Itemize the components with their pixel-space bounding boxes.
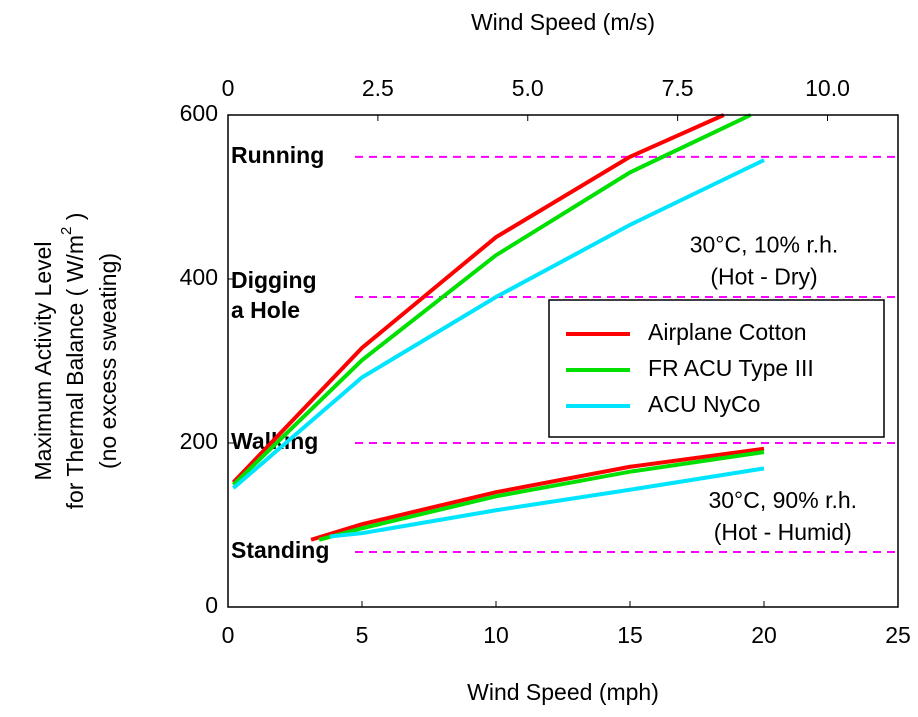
reference-label: Standing (231, 537, 329, 563)
x2-axis-title: Wind Speed (m/s) (471, 9, 655, 35)
reference-label: Running (231, 142, 324, 168)
y-tick-label: 200 (180, 428, 218, 454)
series-line (232, 158, 765, 539)
y-axis-title: for Thermal Balance ( W/m2 ) (58, 213, 88, 510)
series-line (231, 113, 765, 542)
x-tick-label: 15 (617, 622, 643, 648)
legend-label: FR ACU Type III (648, 355, 814, 381)
plot-frame (227, 114, 899, 608)
y-tick-label: 400 (180, 264, 218, 290)
x2-tick-label: 5.0 (512, 75, 544, 101)
x-tick-label: 25 (885, 622, 911, 648)
x2-tick-label: 10.0 (805, 75, 850, 101)
y-axis-title-part: ) (62, 213, 88, 227)
reference-label: Digging (231, 267, 317, 293)
annotation: (Hot - Dry) (710, 263, 817, 289)
annotation: 30°C, 90% r.h. (708, 487, 857, 513)
annotation: 30°C, 10% r.h. (690, 231, 839, 257)
x-tick-label: 5 (356, 622, 369, 648)
x-axis-title: Wind Speed (mph) (467, 679, 659, 705)
x2-tick-label: 2.5 (362, 75, 394, 101)
x-tick-label: 20 (751, 622, 777, 648)
x2-tick-label: 7.5 (662, 75, 694, 101)
x-tick-label: 10 (483, 622, 509, 648)
reference-label: a Hole (231, 297, 300, 323)
legend-label: Airplane Cotton (648, 319, 807, 345)
y-axis-title: (no excess sweating) (95, 253, 121, 469)
x2-tick-label: 0 (222, 75, 235, 101)
y-tick-label: 0 (205, 592, 218, 618)
annotation: (Hot - Humid) (714, 519, 852, 545)
legend-label: ACU NyCo (648, 391, 760, 417)
x-tick-label: 0 (222, 622, 235, 648)
y-tick-label: 600 (180, 100, 218, 126)
series-line (231, 113, 765, 542)
y-axis-title-sup: 2 (58, 227, 75, 235)
y-axis-title: Maximum Activity Level (30, 241, 56, 480)
y-axis-title-part: for Thermal Balance ( W/m (62, 235, 88, 509)
